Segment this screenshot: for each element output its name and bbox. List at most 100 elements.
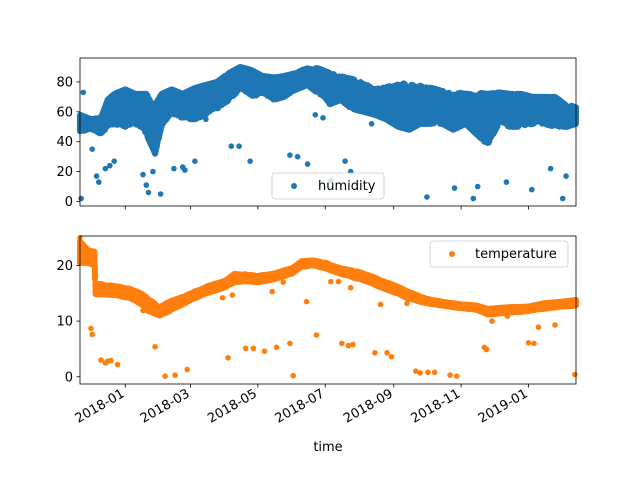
temperature-legend-marker — [449, 251, 455, 257]
temperature-point — [261, 348, 268, 355]
temperature-point — [313, 332, 320, 338]
humidity-point — [192, 158, 198, 164]
humidity-y-tick-label: 60 — [56, 105, 73, 120]
temperature-point — [269, 288, 276, 295]
humidity-point — [111, 158, 117, 164]
temperature-y-tick-label: 0 — [65, 370, 73, 385]
humidity-legend-box — [271, 172, 385, 200]
temperature-point — [483, 346, 490, 353]
temperature-point — [552, 322, 558, 328]
humidity-point — [150, 168, 156, 175]
temperature-point — [303, 298, 310, 305]
humidity-point — [503, 179, 510, 185]
humidity-point — [304, 161, 311, 167]
temperature-band — [77, 238, 579, 319]
temperature-point — [504, 313, 511, 319]
humidity-band — [77, 64, 579, 157]
humidity-point — [563, 173, 569, 179]
temperature-point — [280, 279, 287, 286]
temperature-point — [388, 353, 395, 360]
temperature-point — [225, 355, 231, 361]
humidity-y-tick-label: 20 — [56, 165, 73, 180]
temperature-y-tick-label: 10 — [56, 315, 73, 330]
humidity-point — [559, 195, 566, 202]
humidity-point — [93, 173, 100, 179]
humidity-y-tick-label: 80 — [56, 75, 73, 90]
temperature-point — [531, 340, 537, 347]
temperature-point — [339, 340, 345, 347]
humidity-subplot: 0 20 40 60 80 humidity — [56, 57, 579, 210]
temperature-point — [273, 344, 280, 351]
temperature-point — [140, 307, 146, 314]
humidity-point — [203, 116, 209, 123]
temperature-point — [108, 357, 114, 364]
humidity-point — [320, 115, 326, 121]
temperature-point — [98, 357, 104, 363]
humidity-axes-frame — [79, 57, 577, 207]
temperature-point — [89, 331, 95, 338]
humidity-point — [107, 162, 113, 169]
humidity-point — [342, 158, 348, 164]
temperature-point — [525, 340, 532, 346]
humidity-x-axis — [124, 206, 529, 210]
humidity-point — [145, 189, 152, 196]
humidity-point — [547, 165, 554, 172]
humidity-point — [171, 165, 177, 172]
humidity-legend-marker — [291, 183, 297, 189]
humidity-y-tick-label: 0 — [65, 195, 73, 210]
humidity-legend: humidity — [271, 172, 385, 200]
temperature-legend: temperature — [429, 240, 569, 268]
temperature-axes-frame — [79, 235, 577, 385]
temperature-legend-box — [429, 240, 569, 268]
humidity-point — [143, 182, 150, 188]
temperature-point — [250, 345, 257, 352]
humidity-point — [474, 183, 481, 190]
humidity-point — [294, 153, 301, 160]
temperature-point — [152, 343, 158, 350]
humidity-point — [80, 89, 87, 96]
temperature-point — [242, 345, 249, 352]
temperature-points — [77, 234, 578, 380]
humidity-point — [78, 195, 84, 202]
humidity-point — [151, 147, 157, 154]
temperature-point — [413, 368, 419, 375]
humidity-point — [312, 112, 319, 118]
temperature-point — [88, 325, 94, 332]
humidity-point — [451, 185, 458, 191]
temperature-point — [114, 361, 121, 368]
temperature-point — [425, 369, 431, 376]
temperature-point — [219, 295, 226, 301]
humidity-point — [424, 194, 430, 200]
temperature-y-axis: 0 10 20 — [56, 259, 80, 385]
humidity-point — [182, 167, 188, 173]
temperature-point — [384, 350, 390, 356]
temperature-point — [431, 369, 438, 376]
humidity-point — [470, 195, 477, 202]
humidity-point — [405, 121, 411, 127]
temperature-point — [372, 350, 378, 356]
humidity-legend-label: humidity — [318, 179, 376, 194]
temperature-point — [535, 324, 542, 331]
temperature-point — [417, 370, 424, 376]
humidity-point — [236, 143, 242, 149]
temperature-point — [290, 372, 297, 379]
humidity-y-axis: 0 20 40 60 80 — [56, 75, 80, 210]
humidity-point — [96, 179, 102, 185]
humidity-point — [287, 152, 293, 158]
x-axis-label: time — [313, 440, 342, 455]
temperature-point — [447, 372, 453, 378]
temperature-point — [404, 300, 410, 307]
humidity-point — [89, 146, 95, 152]
humidity-point — [228, 143, 235, 149]
temperature-point — [345, 342, 352, 349]
temperature-point — [489, 318, 495, 324]
humidity-point — [247, 158, 253, 164]
temperature-point — [287, 340, 293, 347]
temperature-point — [162, 373, 168, 380]
temperature-point — [347, 284, 354, 291]
temperature-point — [229, 292, 236, 298]
temperature-point — [377, 301, 384, 308]
temperature-point — [451, 304, 458, 311]
